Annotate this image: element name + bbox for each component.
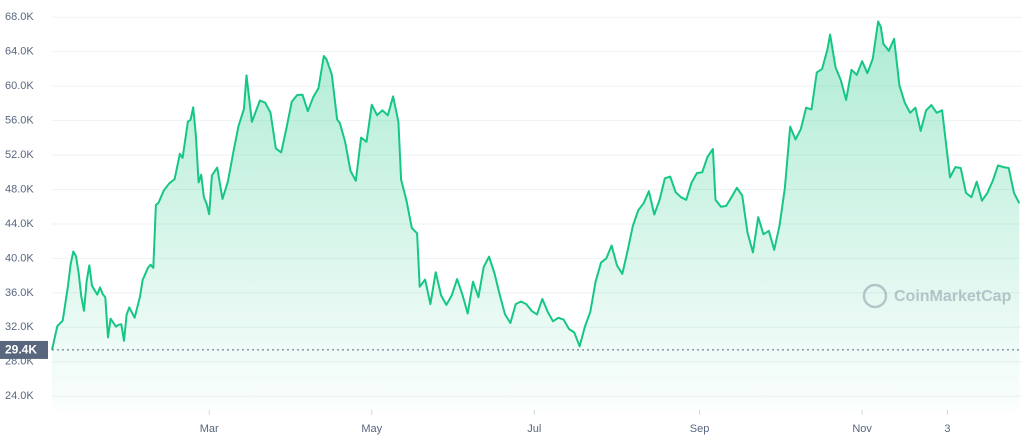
area-fill	[52, 21, 1020, 410]
y-tick-label: 68.0K	[5, 11, 34, 23]
y-tick-label: 52.0K	[5, 149, 34, 161]
y-tick-label: 64.0K	[5, 46, 34, 58]
y-tick-label: 44.0K	[5, 218, 34, 230]
y-tick-label: 36.0K	[5, 287, 34, 299]
x-tick-label: May	[361, 423, 382, 435]
x-tick-label: Mar	[200, 423, 219, 435]
labels: 24.0K28.0K32.0K36.0K40.0K44.0K48.0K52.0K…	[0, 11, 950, 435]
x-tick-label: Nov	[852, 423, 872, 435]
watermark-logo	[862, 283, 888, 309]
x-tick-label: Jul	[527, 423, 541, 435]
y-tick-label: 48.0K	[5, 183, 34, 195]
y-tick-label: 56.0K	[5, 114, 34, 126]
watermark: CoinMarketCap	[862, 283, 1012, 309]
y-tick-label: 60.0K	[5, 80, 34, 92]
x-tick-label: 3	[944, 423, 950, 435]
plot	[51, 20, 1022, 410]
y-tick-label: 40.0K	[5, 252, 34, 264]
x-tick-label: Sep	[690, 423, 710, 435]
price-line	[51, 20, 1021, 351]
y-tick-label: 32.0K	[5, 321, 34, 333]
reference-label: 29.4K	[5, 343, 37, 357]
reference-label-box	[0, 340, 48, 359]
y-tick-label: 24.0K	[5, 390, 34, 402]
watermark-text: CoinMarketCap	[894, 288, 1012, 305]
